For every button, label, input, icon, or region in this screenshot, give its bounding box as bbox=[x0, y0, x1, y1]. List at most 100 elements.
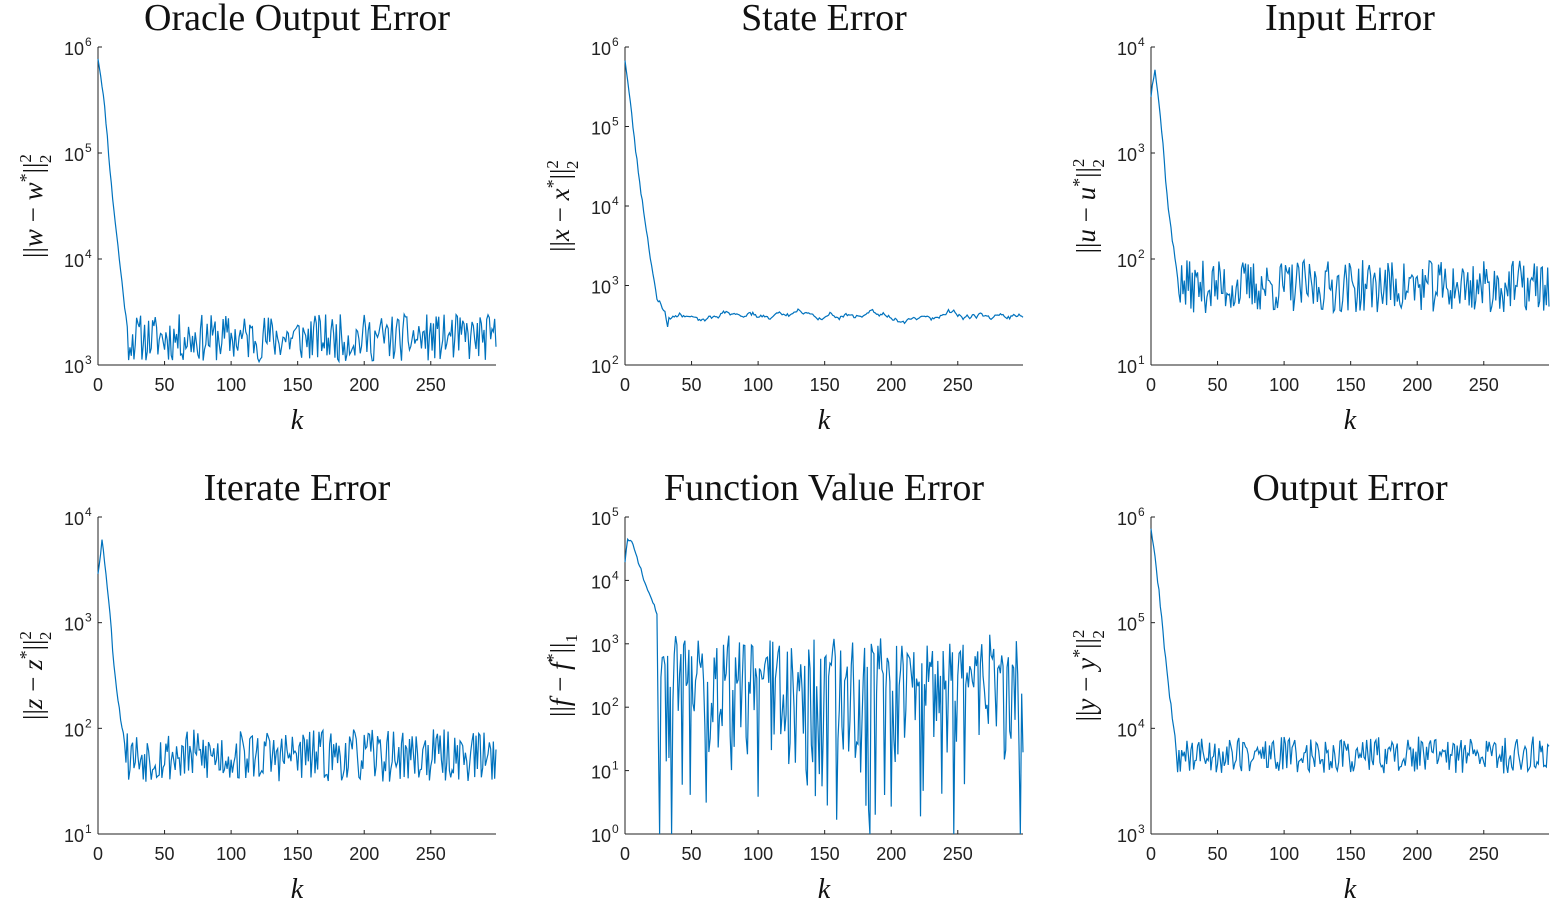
norm-subscript: 2 bbox=[36, 632, 55, 641]
minus: − bbox=[545, 200, 575, 229]
x-tick-label: 100 bbox=[743, 375, 773, 395]
y-tick-label: 10 bbox=[591, 572, 611, 592]
x-tick-label: 250 bbox=[416, 375, 446, 395]
x-tick-label: 50 bbox=[155, 375, 175, 395]
norm-open: || bbox=[545, 706, 575, 717]
y-tick-exponent: 1 bbox=[1138, 353, 1145, 367]
norm-superscript: 2 bbox=[1069, 159, 1088, 168]
y-axis-label: ||u − u*||22 bbox=[1069, 159, 1108, 254]
minus: − bbox=[545, 670, 575, 699]
y-tick-exponent: 3 bbox=[85, 353, 92, 367]
y-tick-exponent: 3 bbox=[1138, 822, 1145, 836]
x-tick-label: 200 bbox=[876, 375, 906, 395]
x-tick-label: 200 bbox=[1402, 844, 1432, 864]
x-tick-label: 0 bbox=[1146, 375, 1156, 395]
y-axis-label: ||z − z*||22 bbox=[16, 631, 55, 720]
variable: u bbox=[1071, 229, 1101, 243]
y-tick-exponent: 2 bbox=[612, 695, 619, 709]
x-tick-label: 250 bbox=[943, 844, 973, 864]
y-tick-label: 10 bbox=[64, 826, 84, 846]
norm-subscript: 2 bbox=[36, 155, 55, 164]
y-tick-exponent: 0 bbox=[612, 822, 619, 836]
norm-subscript: 2 bbox=[1089, 159, 1108, 168]
series-line-1 bbox=[1150, 528, 1550, 774]
series-line-1 bbox=[97, 58, 497, 364]
y-tick-label: 10 bbox=[1117, 509, 1137, 529]
x-axis-label: k bbox=[818, 874, 831, 900]
x-tick-label: 150 bbox=[283, 844, 313, 864]
norm-close: || bbox=[1071, 638, 1101, 649]
y-tick-label: 10 bbox=[591, 119, 611, 139]
norm-open: || bbox=[545, 241, 575, 252]
x-tick-label: 50 bbox=[682, 375, 702, 395]
y-axis-label: ||x − x*||22 bbox=[543, 160, 582, 252]
norm-superscript: 2 bbox=[543, 160, 562, 169]
x-tick-label: 0 bbox=[620, 844, 630, 864]
y-tick-exponent: 3 bbox=[1138, 141, 1145, 155]
x-tick-label: 100 bbox=[1269, 375, 1299, 395]
x-tick-label: 150 bbox=[810, 844, 840, 864]
variable-optimal: z bbox=[18, 659, 48, 671]
series-line-1 bbox=[97, 539, 497, 782]
x-tick-label: 0 bbox=[93, 844, 103, 864]
x-tick-label: 50 bbox=[1208, 844, 1228, 864]
y-tick-exponent: 4 bbox=[85, 505, 92, 519]
norm-open: || bbox=[18, 247, 48, 258]
y-tick-label: 10 bbox=[591, 357, 611, 377]
norm-open: || bbox=[18, 709, 48, 720]
x-tick-label: 50 bbox=[682, 844, 702, 864]
norm-close: || bbox=[18, 640, 48, 651]
series-line-1 bbox=[624, 60, 1024, 328]
y-tick-label: 10 bbox=[591, 509, 611, 529]
x-tick-label: 150 bbox=[1336, 375, 1366, 395]
y-tick-exponent: 3 bbox=[612, 632, 619, 646]
minus: − bbox=[18, 670, 48, 699]
y-tick-label: 10 bbox=[591, 39, 611, 59]
y-axis-label: ||f − f*||1 bbox=[543, 634, 581, 717]
y-axis-label: ||y − y*||22 bbox=[1069, 630, 1108, 722]
x-axis-label: k bbox=[291, 405, 304, 436]
x-tick-label: 100 bbox=[1269, 844, 1299, 864]
norm-open: || bbox=[1071, 243, 1101, 254]
variable-optimal: x bbox=[545, 188, 575, 201]
y-tick-label: 10 bbox=[591, 636, 611, 656]
x-tick-label: 200 bbox=[1402, 375, 1432, 395]
chart-title: Input Error bbox=[1265, 0, 1435, 39]
y-tick-exponent: 4 bbox=[1138, 716, 1145, 730]
y-tick-exponent: 4 bbox=[85, 247, 92, 261]
norm-superscript: 2 bbox=[16, 631, 35, 640]
y-tick-label: 10 bbox=[1117, 145, 1137, 165]
x-tick-label: 50 bbox=[1208, 375, 1228, 395]
y-tick-label: 10 bbox=[64, 39, 84, 59]
y-tick-label: 10 bbox=[64, 720, 84, 740]
y-tick-exponent: 6 bbox=[612, 35, 619, 49]
x-tick-label: 250 bbox=[943, 375, 973, 395]
chart-title: Function Value Error bbox=[664, 467, 984, 509]
y-tick-label: 10 bbox=[64, 615, 84, 635]
x-tick-label: 250 bbox=[416, 844, 446, 864]
chart-title: Oracle Output Error bbox=[144, 0, 450, 39]
y-axis-label: ||w − w*||22 bbox=[16, 154, 55, 258]
norm-close: || bbox=[545, 169, 575, 180]
y-tick-label: 10 bbox=[591, 278, 611, 298]
y-tick-exponent: 5 bbox=[1138, 611, 1145, 625]
y-tick-label: 10 bbox=[1117, 615, 1137, 635]
series-line-1 bbox=[1150, 69, 1550, 315]
variable: f bbox=[545, 695, 575, 706]
x-tick-label: 100 bbox=[216, 844, 246, 864]
x-tick-label: 0 bbox=[1146, 844, 1156, 864]
variable: z bbox=[18, 698, 48, 710]
optimal-star: * bbox=[16, 173, 36, 182]
minus: − bbox=[1071, 670, 1101, 699]
x-tick-label: 100 bbox=[743, 844, 773, 864]
y-tick-label: 10 bbox=[64, 357, 84, 377]
y-tick-exponent: 4 bbox=[1138, 35, 1145, 49]
y-tick-exponent: 3 bbox=[85, 611, 92, 625]
variable-optimal: f bbox=[545, 659, 575, 670]
